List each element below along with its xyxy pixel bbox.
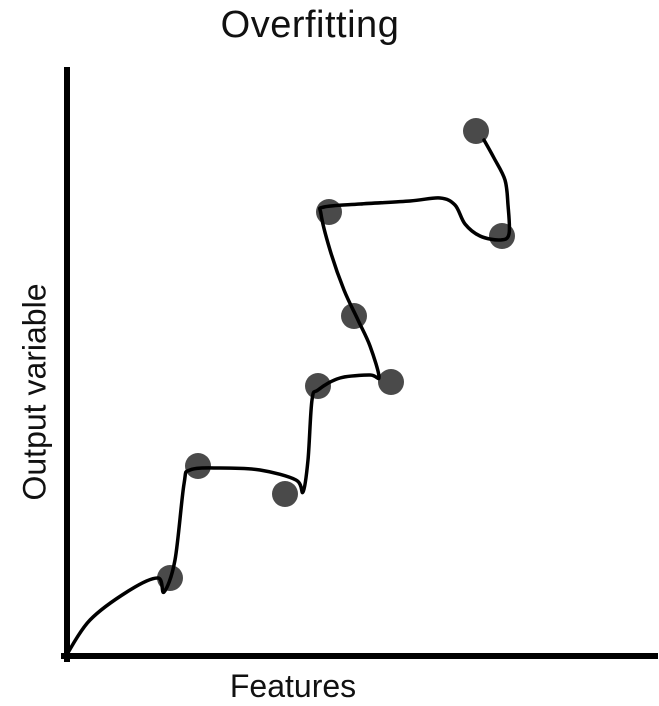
y-axis-label: Output variable bbox=[16, 283, 53, 501]
data-point-3 bbox=[272, 481, 298, 507]
data-points bbox=[157, 118, 515, 591]
data-point-6 bbox=[341, 303, 367, 329]
data-point-5 bbox=[378, 369, 404, 395]
data-point-2 bbox=[185, 453, 211, 479]
x-axis-label: Features bbox=[229, 668, 357, 704]
overfit-curve bbox=[64, 138, 512, 658]
chart-title: Overfitting bbox=[220, 4, 400, 46]
data-point-9 bbox=[463, 118, 489, 144]
data-point-4 bbox=[305, 373, 331, 399]
